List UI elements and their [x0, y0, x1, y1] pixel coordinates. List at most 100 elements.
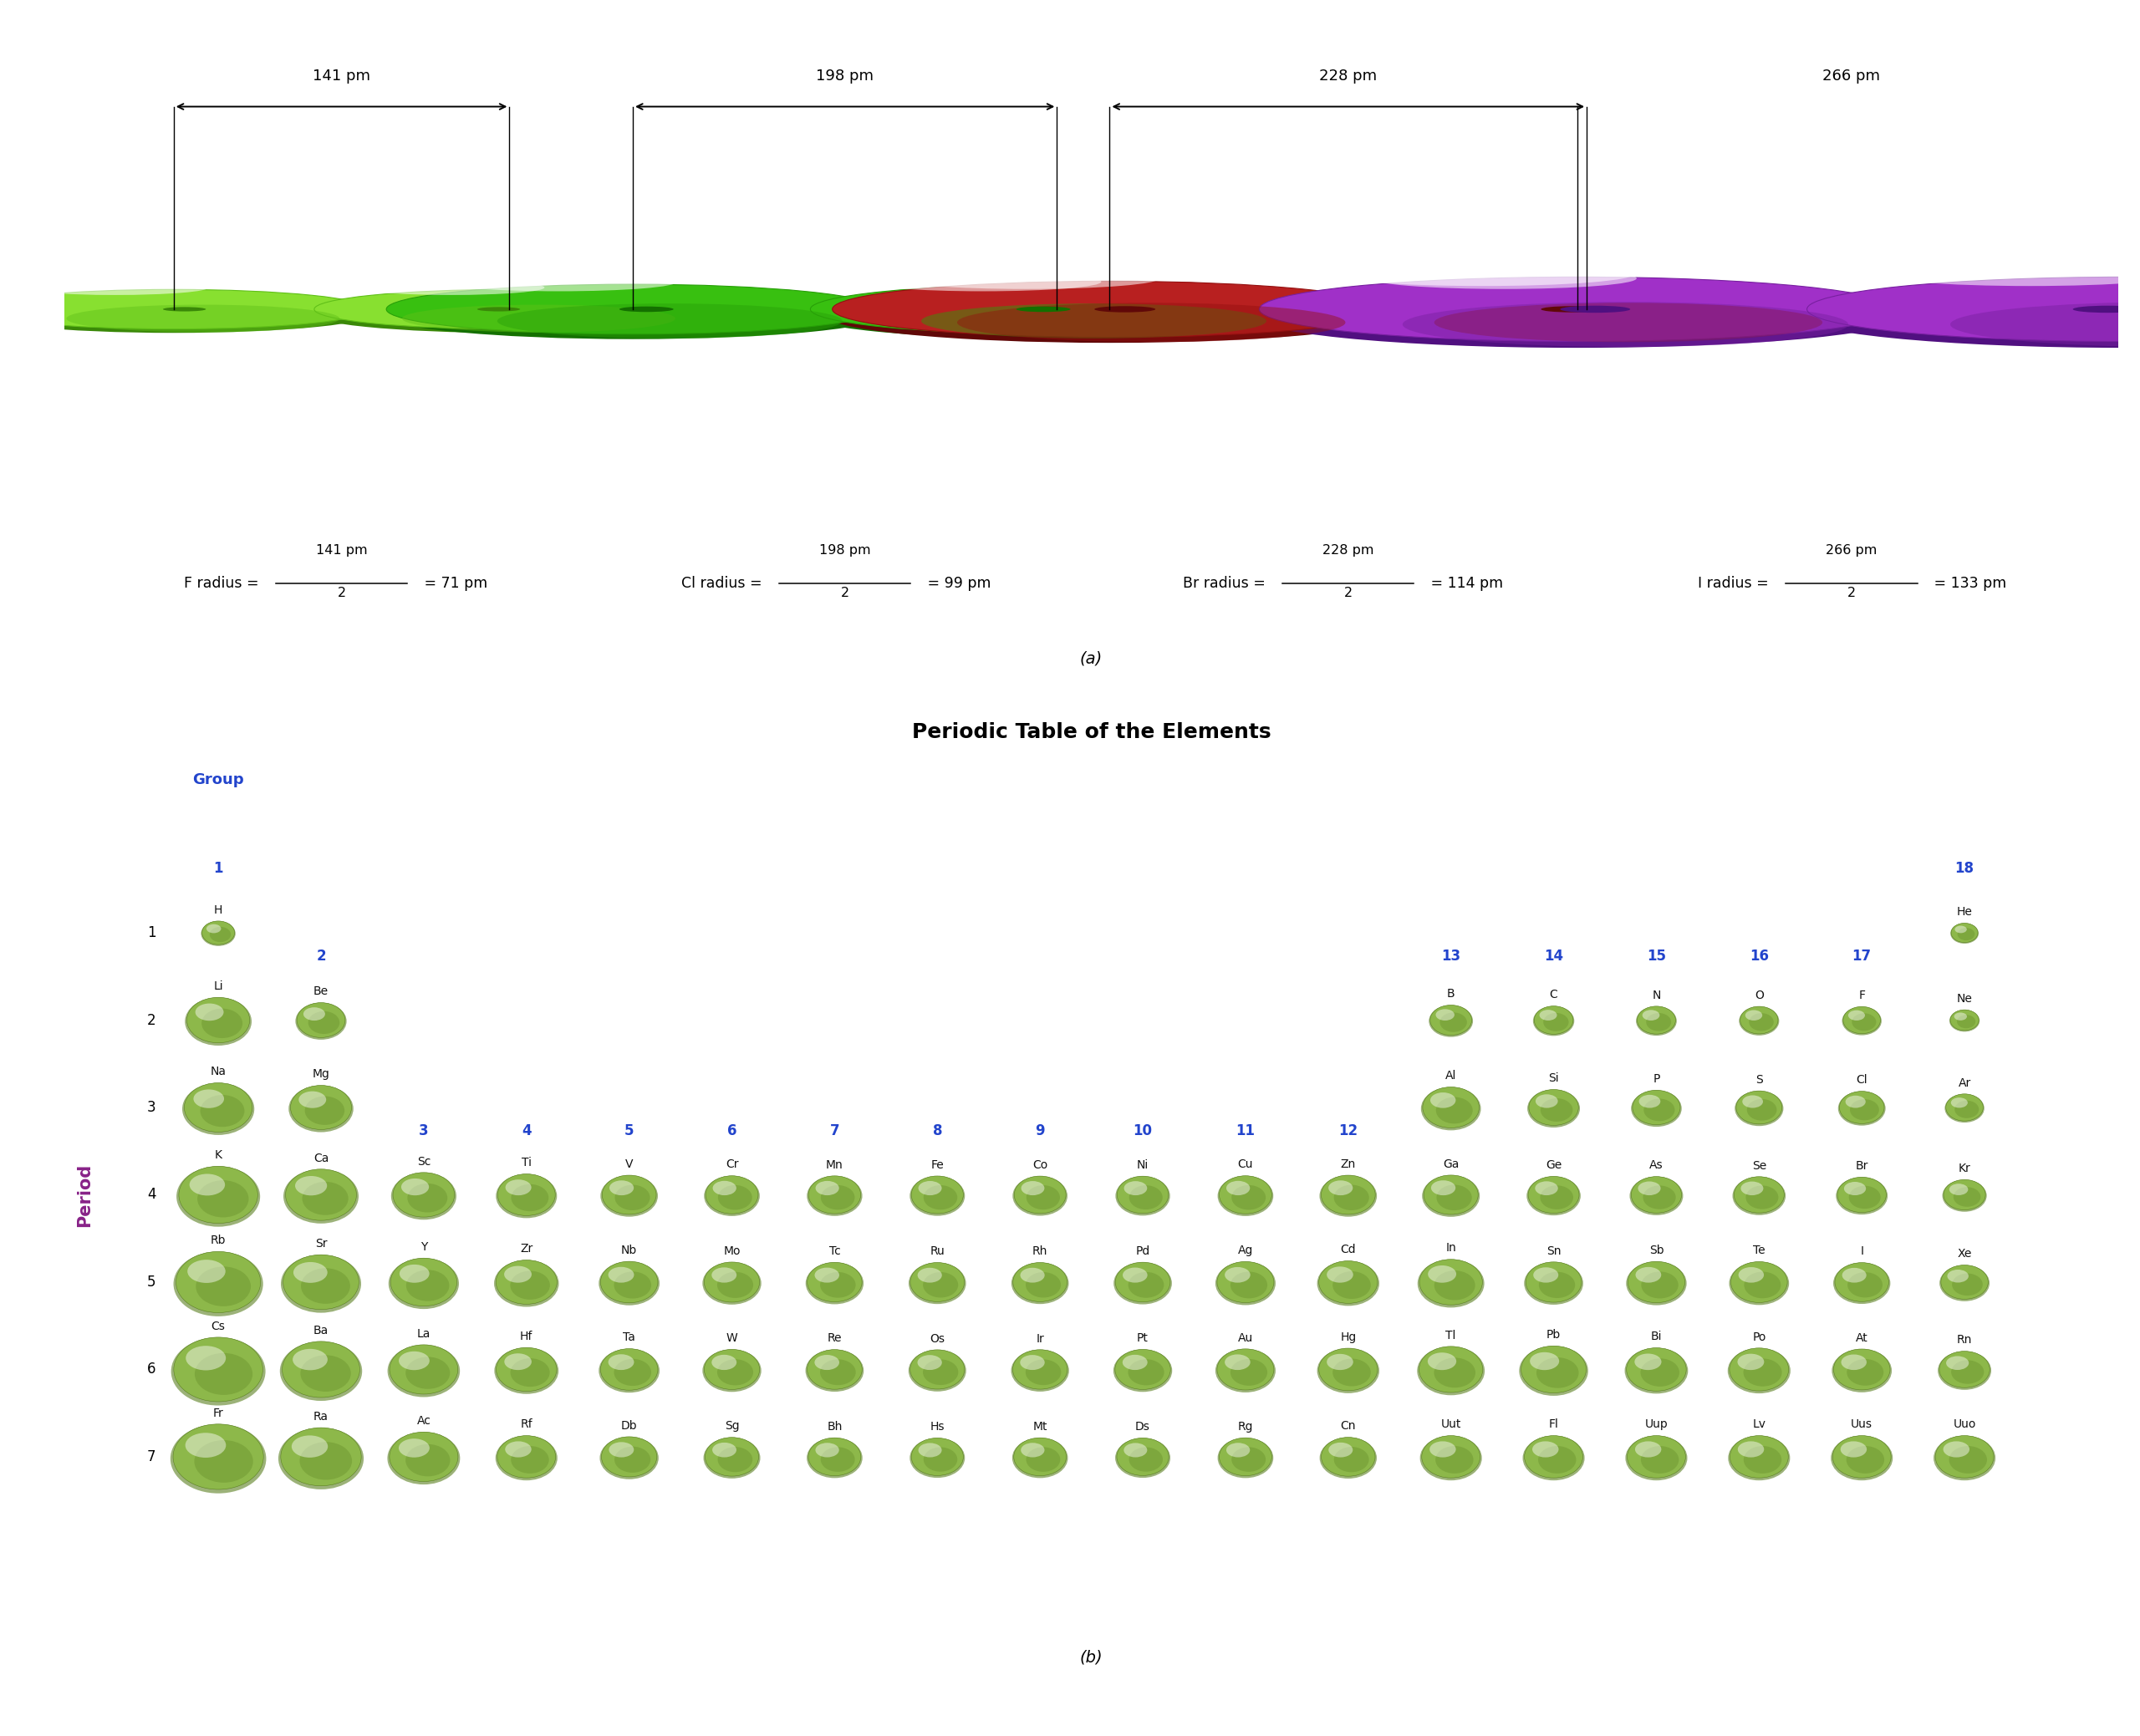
Ellipse shape [66, 306, 340, 332]
Ellipse shape [1939, 1351, 1990, 1391]
Ellipse shape [1427, 1266, 1457, 1283]
Text: B: B [1447, 988, 1455, 1000]
Ellipse shape [197, 1180, 248, 1217]
Text: 9: 9 [1036, 1123, 1044, 1139]
Ellipse shape [1746, 1186, 1778, 1208]
Ellipse shape [1631, 1177, 1682, 1213]
Text: Pt: Pt [1136, 1333, 1149, 1344]
Ellipse shape [1130, 1448, 1162, 1472]
Ellipse shape [1230, 1359, 1267, 1385]
Ellipse shape [1421, 1087, 1481, 1130]
Ellipse shape [924, 1186, 957, 1210]
Ellipse shape [304, 1095, 345, 1125]
Text: 2: 2 [841, 587, 850, 599]
Ellipse shape [601, 1262, 657, 1302]
Ellipse shape [1417, 1259, 1485, 1307]
Ellipse shape [1943, 1180, 1986, 1212]
Ellipse shape [1440, 1012, 1466, 1031]
Ellipse shape [1952, 1274, 1982, 1295]
Text: 7: 7 [830, 1123, 839, 1139]
Text: Cl: Cl [1855, 1075, 1868, 1087]
Text: La: La [417, 1328, 430, 1340]
Ellipse shape [496, 1436, 556, 1481]
Text: 2: 2 [338, 587, 347, 599]
Ellipse shape [1117, 1177, 1168, 1213]
Ellipse shape [704, 1262, 760, 1302]
Ellipse shape [1729, 1262, 1789, 1305]
Text: (b): (b) [1081, 1649, 1102, 1665]
Ellipse shape [441, 273, 676, 292]
Ellipse shape [295, 1003, 347, 1040]
Ellipse shape [205, 924, 220, 934]
Ellipse shape [1736, 1090, 1783, 1123]
Ellipse shape [1832, 1436, 1892, 1481]
Ellipse shape [1115, 1349, 1171, 1389]
Text: Pb: Pb [1547, 1330, 1560, 1340]
Ellipse shape [910, 1262, 965, 1304]
Ellipse shape [1245, 281, 1909, 347]
Text: = 99 pm: = 99 pm [922, 576, 991, 592]
Text: 16: 16 [1751, 948, 1768, 963]
Ellipse shape [387, 1432, 460, 1484]
Ellipse shape [1950, 1446, 1988, 1474]
Ellipse shape [1128, 1272, 1164, 1299]
Ellipse shape [163, 307, 205, 311]
Ellipse shape [1430, 1005, 1472, 1036]
Text: = 114 pm: = 114 pm [1425, 576, 1502, 592]
Ellipse shape [1631, 1177, 1682, 1215]
Text: 6: 6 [728, 1123, 736, 1139]
Ellipse shape [1626, 1436, 1686, 1481]
Ellipse shape [2074, 306, 2140, 312]
Ellipse shape [1218, 1349, 1273, 1391]
Ellipse shape [1834, 1262, 1890, 1304]
Text: Zr: Zr [520, 1243, 533, 1255]
Text: Os: Os [929, 1333, 946, 1344]
Ellipse shape [1532, 1007, 1575, 1036]
Ellipse shape [1832, 1349, 1892, 1392]
Ellipse shape [1333, 1271, 1372, 1299]
Ellipse shape [357, 279, 544, 295]
Ellipse shape [1849, 1186, 1881, 1208]
Text: Cs: Cs [212, 1321, 225, 1332]
Ellipse shape [1748, 1014, 1774, 1031]
Text: (a): (a) [1081, 651, 1102, 667]
Ellipse shape [494, 1260, 559, 1307]
Ellipse shape [922, 1272, 959, 1297]
Ellipse shape [1115, 1437, 1171, 1477]
Ellipse shape [1329, 1443, 1352, 1457]
Ellipse shape [1522, 1345, 1586, 1392]
Ellipse shape [389, 1259, 458, 1305]
Ellipse shape [171, 1337, 265, 1406]
Ellipse shape [197, 1267, 250, 1305]
Text: Ga: Ga [1442, 1158, 1459, 1170]
Ellipse shape [922, 304, 1267, 339]
Ellipse shape [807, 1437, 862, 1477]
Ellipse shape [1950, 1184, 1969, 1194]
Text: O: O [1755, 990, 1763, 1002]
Ellipse shape [713, 1354, 736, 1370]
Text: 8: 8 [933, 1123, 942, 1139]
Ellipse shape [1113, 1262, 1173, 1304]
Ellipse shape [201, 1095, 244, 1127]
Text: Au: Au [1237, 1332, 1254, 1344]
Text: 15: 15 [1648, 948, 1665, 963]
Ellipse shape [1736, 1090, 1783, 1127]
FancyBboxPatch shape [167, 304, 516, 316]
Ellipse shape [1423, 1175, 1479, 1217]
Ellipse shape [1299, 285, 1875, 342]
Text: Pd: Pd [1136, 1245, 1149, 1257]
Text: 228 pm: 228 pm [1318, 69, 1378, 83]
Ellipse shape [807, 1175, 862, 1215]
Ellipse shape [1010, 1349, 1070, 1392]
Ellipse shape [1539, 1010, 1558, 1021]
Ellipse shape [1950, 924, 1980, 944]
Ellipse shape [1629, 1262, 1684, 1302]
Ellipse shape [1935, 1436, 1994, 1477]
Ellipse shape [171, 1424, 265, 1493]
Ellipse shape [398, 1351, 430, 1370]
Text: C: C [1549, 990, 1558, 1000]
Ellipse shape [1738, 1354, 1763, 1370]
Ellipse shape [1436, 1097, 1472, 1123]
Ellipse shape [1834, 1349, 1890, 1391]
Ellipse shape [1954, 1012, 1967, 1021]
